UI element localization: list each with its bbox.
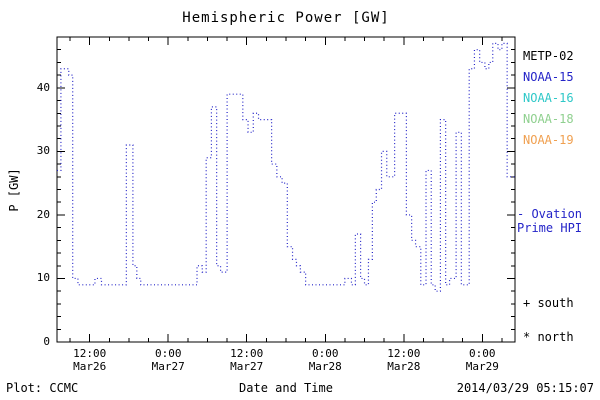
model-note: - Ovation Prime HPI	[517, 207, 582, 235]
satellite-legend: METP-02 NOAA-15 NOAA-16 NOAA-18 NOAA-19	[523, 46, 574, 151]
y-tick-label: 10	[36, 271, 50, 285]
plot-source-label: Plot: CCMC	[6, 381, 79, 395]
y-tick-label: 0	[43, 335, 50, 348]
x-tick-label: 12:00 Mar28	[387, 347, 421, 373]
x-tick-label: 0:00 Mar28	[308, 347, 342, 373]
x-tick-label: 12:00 Mar26	[73, 347, 107, 373]
plot-frame	[56, 36, 516, 343]
legend-item-metp-02: METP-02	[523, 49, 574, 63]
south-marker-note: + south	[523, 296, 574, 310]
x-tick-label: 0:00 Mar29	[465, 347, 499, 373]
model-note-line1: - Ovation	[517, 207, 583, 221]
x-tick-label: 12:00 Mar27	[230, 347, 264, 373]
y-tick-label: 30	[36, 144, 50, 158]
plot-timestamp: 2014/03/29 05:15:07	[456, 381, 594, 395]
y-tick-label: 40	[36, 80, 50, 94]
hpi-data-line	[57, 42, 515, 292]
legend-item-noaa-19: NOAA-19	[523, 133, 574, 147]
legend-item-noaa-18: NOAA-18	[523, 112, 574, 126]
north-marker-note: * north	[523, 330, 574, 344]
model-note-line2: Prime HPI	[517, 221, 583, 235]
x-axis-label: Date and Time	[239, 381, 333, 395]
legend-item-noaa-16: NOAA-16	[523, 91, 574, 105]
y-axis-label: P [GW]	[7, 168, 21, 212]
y-tick-label: 20	[36, 207, 50, 221]
x-tick-label: 0:00 Mar27	[151, 347, 185, 373]
legend-item-noaa-15: NOAA-15	[523, 70, 574, 84]
plot-title: Hemispheric Power [GW]	[182, 10, 390, 26]
